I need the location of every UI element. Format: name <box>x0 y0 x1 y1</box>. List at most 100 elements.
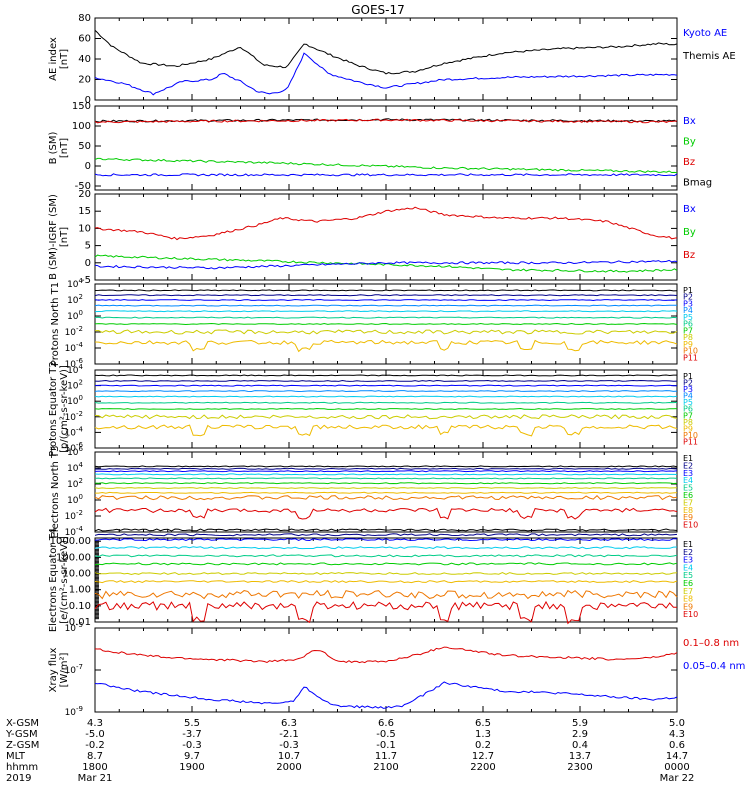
panel-pe: Protons Equator T2[p/(cm²-s-sr-keV)]10-6… <box>48 361 698 457</box>
y-tick-label: 60 <box>78 34 91 45</box>
series-line <box>94 554 678 558</box>
y-tick-label: 100.00 <box>56 552 91 563</box>
series-line <box>94 414 678 420</box>
y-tick-label: 1.00 <box>69 585 91 596</box>
panels: AE index[nT] 80 60 40 20 0 Kyoto AE Themis AE B … <box>48 13 745 718</box>
series-line <box>94 580 678 584</box>
legend-label: P7 <box>683 326 693 335</box>
legend-label: P3 <box>683 299 693 308</box>
y-tick-label: 0 <box>85 258 91 269</box>
legend-label: P11 <box>683 353 698 362</box>
x-tick-value: Mar 21 <box>78 773 113 784</box>
panel-bigrf: B (SM)-IGRF (SM)[nT] 20 15 10 5 0 -5 Bx By Bz <box>48 189 696 286</box>
legend-label: E7 <box>683 498 693 507</box>
x-tick-value: 0.6 <box>669 740 685 751</box>
y-tick-label: 10-9 <box>65 705 83 718</box>
legend-label: E10 <box>683 521 698 530</box>
legend-label: P9 <box>683 424 693 433</box>
series-line <box>94 589 678 600</box>
series-line <box>94 379 678 382</box>
x-tick-value: 0.2 <box>475 740 491 751</box>
legend-label: By <box>683 227 696 238</box>
legend-label: E5 <box>683 484 693 493</box>
series-line <box>94 646 678 664</box>
legend-label: 0.05–0.4 nm <box>683 661 745 672</box>
legend-label: P2 <box>683 379 693 388</box>
series-line <box>94 407 678 411</box>
x-row-label: Z-GSM <box>6 740 39 751</box>
series-line <box>94 681 678 709</box>
x-tick-value: -0.3 <box>279 740 299 751</box>
legend-label: P7 <box>683 411 693 420</box>
legend-label: P6 <box>683 320 693 329</box>
legend-label: Themis AE <box>682 51 736 62</box>
x-tick-value: 13.7 <box>569 751 591 762</box>
legend-label: P3 <box>683 385 693 394</box>
y-tick-label: 80 <box>78 13 91 24</box>
y-axis-label: Protons North T1 <box>50 282 61 366</box>
series-line <box>94 533 678 537</box>
series-line <box>94 289 678 292</box>
legend-label: E5 <box>683 571 693 580</box>
legend-label: E3 <box>683 556 693 565</box>
x-tick-value: 1900 <box>179 762 204 773</box>
y-tick-label: 0 <box>85 161 91 172</box>
series-line <box>94 384 678 387</box>
x-axis-labels: X-GSMY-GSMZ-GSMMLThhmm20194.3-5.0-0.28.7… <box>5 718 694 784</box>
y-tick-label: 100 <box>72 121 91 132</box>
legend-label: E4 <box>683 476 693 485</box>
series-line <box>94 572 678 576</box>
series-line <box>95 491 678 494</box>
y-tick-label: 20 <box>78 189 91 200</box>
series-line <box>94 507 678 520</box>
x-tick-value: 1800 <box>82 762 107 773</box>
series-line <box>94 339 678 353</box>
y-tick-label: 10-2 <box>65 325 83 338</box>
panel-frame <box>94 627 678 713</box>
series-line <box>94 473 678 476</box>
x-tick-value: -5.0 <box>85 729 105 740</box>
series-line <box>94 374 677 377</box>
panel-ae: AE index[nT] 80 60 40 20 0 Kyoto AE Themis AE <box>48 13 736 106</box>
legend-label: E4 <box>683 563 693 572</box>
x-tick-value: 2100 <box>373 762 398 773</box>
y-tick-label: 0 <box>85 95 91 106</box>
x-tick-value: 0.4 <box>572 740 588 751</box>
legend-label: E2 <box>683 548 693 557</box>
panel-ee: Electrons Equator T4[e/(cm²-s-sr-keV)]10… <box>48 528 698 632</box>
series-line <box>94 316 678 319</box>
legend-label: E7 <box>683 587 693 596</box>
x-tick-value: 5.9 <box>572 718 588 729</box>
y-tick-label: 10-4 <box>65 341 84 354</box>
y-tick-label: 40 <box>78 54 91 65</box>
y-axis-label: Xray flux[W/m²] <box>48 648 70 693</box>
legend-label: P5 <box>683 313 693 322</box>
series-line <box>94 495 678 501</box>
legend-label: P10 <box>683 431 698 440</box>
series-line <box>94 562 678 566</box>
legend-label: E6 <box>683 491 693 500</box>
x-row-label: 2019 <box>6 773 31 784</box>
series-line <box>94 259 678 270</box>
y-tick-label: 5 <box>85 241 91 252</box>
legend-label: Bx <box>683 116 696 127</box>
y-tick-label: 102 <box>67 293 83 306</box>
y-tick-label: 10 <box>78 223 91 234</box>
y-tick-label: 0.01 <box>69 617 91 628</box>
y-tick-label: 100 <box>67 493 83 506</box>
x-row-label: hhmm <box>6 762 38 773</box>
legend-label: E6 <box>683 579 693 588</box>
series-line <box>94 401 678 404</box>
series-line <box>94 390 678 393</box>
x-tick-value: 4.3 <box>87 718 103 729</box>
x-tick-value: -0.3 <box>182 740 202 751</box>
x-row-label: Y-GSM <box>5 729 38 740</box>
y-tick-label: 20 <box>78 75 91 86</box>
x-tick-value: Mar 22 <box>660 773 695 784</box>
legend-label: Bx <box>683 204 696 215</box>
y-tick-label: 150 <box>72 101 91 112</box>
y-tick-label: -5 <box>81 275 91 286</box>
series-line <box>94 395 678 398</box>
series-line <box>94 157 678 174</box>
